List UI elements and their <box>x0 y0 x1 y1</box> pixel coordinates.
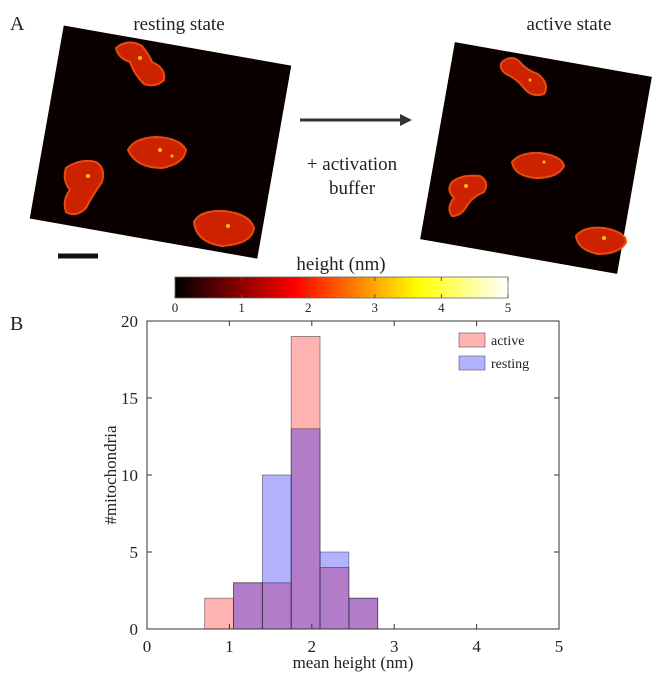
arrow-label: + activation <box>307 154 398 175</box>
image-title: resting state <box>133 14 224 35</box>
x-tick-label: 4 <box>472 637 481 656</box>
legend-swatch <box>458 332 486 348</box>
x-tick-label: 3 <box>390 637 399 656</box>
colorbar-label: height (nm) <box>296 254 385 275</box>
bar <box>261 474 292 630</box>
arrow-head <box>400 114 412 126</box>
legend-swatch <box>458 355 486 371</box>
afm-image <box>29 25 292 259</box>
legend-label: active <box>491 334 524 349</box>
colorbar-tick-label: 5 <box>505 300 512 315</box>
y-tick-label: 15 <box>121 389 138 408</box>
afm-image <box>420 42 652 274</box>
bar <box>290 428 321 630</box>
x-tick-label: 0 <box>143 637 152 656</box>
y-tick-label: 10 <box>121 466 138 485</box>
bar <box>233 582 263 630</box>
x-tick-label: 2 <box>308 637 317 656</box>
colorbar-tick-label: 3 <box>372 300 379 315</box>
bar <box>319 551 350 630</box>
bar <box>319 567 350 630</box>
y-tick-label: 0 <box>130 620 139 639</box>
y-axis-label: #mitochondria <box>101 425 120 525</box>
bar <box>290 335 321 630</box>
image-title: active state <box>527 14 612 35</box>
bar <box>261 582 292 630</box>
colorbar-tick-label: 1 <box>238 300 245 315</box>
x-axis-label: mean height (nm) <box>293 653 414 672</box>
x-tick-label: 5 <box>555 637 564 656</box>
colorbar-tick-label: 0 <box>172 300 179 315</box>
bar <box>348 597 379 630</box>
y-tick-label: 20 <box>121 312 138 331</box>
legend-label: resting <box>491 357 529 372</box>
colorbar-tick-label: 2 <box>305 300 312 315</box>
colorbar <box>174 276 509 299</box>
arrow-label: buffer <box>329 178 376 199</box>
bar <box>233 582 263 630</box>
colorbar-tick-label: 4 <box>438 300 445 315</box>
panel-label: B <box>10 313 23 335</box>
panel-label: A <box>10 13 25 35</box>
x-tick-label: 1 <box>225 637 234 656</box>
y-tick-label: 5 <box>130 543 139 562</box>
